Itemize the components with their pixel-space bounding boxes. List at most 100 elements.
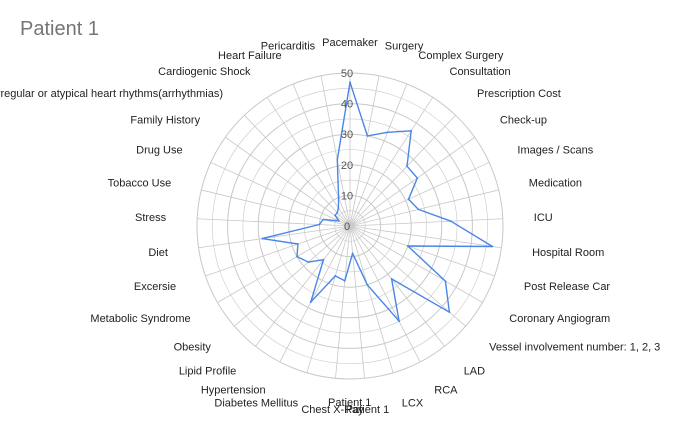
category-label-images-scans: Images / Scans <box>517 145 593 157</box>
data-point-medication <box>417 208 420 211</box>
data-point-pacemaker <box>349 81 351 84</box>
data-point-complex-surgery <box>386 131 389 134</box>
spoke-complex-surgery <box>349 83 408 227</box>
category-label-rca: RCA <box>434 385 458 397</box>
spoke-irregular-or-atypical-heart-rhythms-arrhythmias <box>244 114 351 227</box>
data-point-consultation <box>410 129 413 132</box>
category-label-complex-surgery: Complex Surgery <box>418 50 503 62</box>
spoke-lipid-profile <box>255 225 351 347</box>
data-point-excersie <box>297 243 299 245</box>
data-point-metabolic-syndrome <box>296 255 298 258</box>
spoke-patient-1 <box>349 225 365 379</box>
spoke-obesity <box>234 225 351 327</box>
chart-title: Patient 1 <box>20 18 99 40</box>
category-label-post-release-car: Post Release Car <box>524 281 611 293</box>
category-label-hypertension: Hypertension <box>201 385 266 397</box>
category-label-irregular-or-atypical-heart-rhythms-arrhythmias: Irregular or atypical heart rhythms(arrh… <box>0 88 223 100</box>
data-point-check-up <box>416 177 419 180</box>
data-point-family-history <box>334 214 336 217</box>
spoke-pericarditis <box>320 75 351 227</box>
data-point-rca <box>398 320 400 323</box>
data-point-patient-1 <box>351 252 354 255</box>
category-label-drug-use: Drug Use <box>136 145 182 157</box>
data-point-surgery <box>366 135 369 137</box>
spoke-heart-failure <box>292 83 351 227</box>
spoke-post-release-car <box>349 225 495 277</box>
spoke-chest-x-ray <box>335 225 351 379</box>
data-point-coronary-angiogram <box>444 280 447 282</box>
data-point-cardiogenic-shock <box>337 207 340 209</box>
spoke-consultation <box>349 97 434 227</box>
series-line-patient-1 <box>261 81 494 322</box>
category-label-diet: Diet <box>148 247 168 259</box>
r-tick-40: 40 <box>341 99 353 111</box>
data-point-stress <box>318 223 321 226</box>
data-point-drug-use <box>338 220 340 222</box>
category-label-chest-x-ray: Chest X-Ray <box>301 404 364 416</box>
data-point-pericarditis <box>336 159 339 161</box>
category-label-excersie: Excersie <box>134 281 176 293</box>
data-point-lcx <box>366 283 369 286</box>
spoke-surgery <box>349 75 380 227</box>
data-point-icu <box>450 220 452 223</box>
category-label-vessel-involvement-number-1-2-3: Vessel involvement number: 1, 2, 3 <box>489 342 660 354</box>
spoke-stress <box>197 218 351 227</box>
category-label-obesity: Obesity <box>174 342 212 354</box>
category-label-patient-1: Patient 1 <box>346 404 389 416</box>
data-point-vessel-involvement-number-1-2-3 <box>448 311 451 314</box>
spoke-coronary-angiogram <box>349 225 483 303</box>
category-label-surgery: Surgery <box>385 40 424 52</box>
r-tick-0: 0 <box>344 221 350 233</box>
data-point-tobacco-use <box>322 218 325 221</box>
spoke-hospital-room <box>349 225 502 249</box>
r-tick-10: 10 <box>341 190 353 202</box>
spoke-rca <box>349 225 421 363</box>
category-label-cardiogenic-shock: Cardiogenic Shock <box>158 66 251 78</box>
category-label-family-history: Family History <box>130 114 200 126</box>
spoke-family-history <box>225 136 351 227</box>
spoke-check-up <box>349 136 475 227</box>
category-label-icu: ICU <box>534 212 553 224</box>
spoke-diabetes-mellitus <box>306 225 351 373</box>
data-point-diet <box>261 237 264 240</box>
spoke-diet <box>198 225 351 249</box>
spoke-lcx <box>349 225 394 373</box>
category-label-tobacco-use: Tobacco Use <box>108 178 172 190</box>
data-point-lipid-profile <box>322 258 325 261</box>
category-label-lad: LAD <box>464 366 485 378</box>
category-label-consultation: Consultation <box>450 66 511 78</box>
r-tick-30: 30 <box>341 129 353 141</box>
category-label-metabolic-syndrome: Metabolic Syndrome <box>90 313 190 325</box>
r-tick-50: 50 <box>341 68 353 80</box>
spoke-lad <box>349 225 445 347</box>
data-point-lad <box>390 278 393 280</box>
category-label-check-up: Check-up <box>500 114 547 126</box>
category-label-pericarditis: Pericarditis <box>261 40 316 52</box>
r-tick-20: 20 <box>341 160 353 172</box>
spoke-drug-use <box>210 162 351 227</box>
spoke-images-scans <box>349 162 490 227</box>
data-point-images-scans <box>407 198 410 201</box>
spoke-cardiogenic-shock <box>266 97 351 227</box>
category-label-stress: Stress <box>135 212 167 224</box>
spoke-excersie <box>205 225 351 277</box>
category-label-medication: Medication <box>529 178 582 190</box>
category-label-hospital-room: Hospital Room <box>532 247 604 259</box>
legend-entry-patient-1: Patient 1 <box>328 397 372 409</box>
category-label-diabetes-mellitus: Diabetes Mellitus <box>214 398 298 410</box>
spoke-icu <box>349 218 503 227</box>
data-point-hospital-room <box>491 245 494 248</box>
category-label-pacemaker: Pacemaker <box>322 37 378 49</box>
data-point-obesity <box>307 261 310 263</box>
spoke-prescription-cost <box>349 114 456 227</box>
spoke-hypertension <box>279 225 351 363</box>
category-label-heart-failure: Heart Failure <box>218 50 282 62</box>
category-label-lipid-profile: Lipid Profile <box>179 366 236 378</box>
spoke-medication <box>349 189 499 227</box>
data-point-diabetes-mellitus <box>334 275 337 277</box>
data-point-irregular-or-atypical-heart-rhythms-arrhythmias <box>336 211 339 214</box>
data-point-prescription-cost <box>406 165 408 168</box>
data-point-heart-failure <box>337 196 340 199</box>
